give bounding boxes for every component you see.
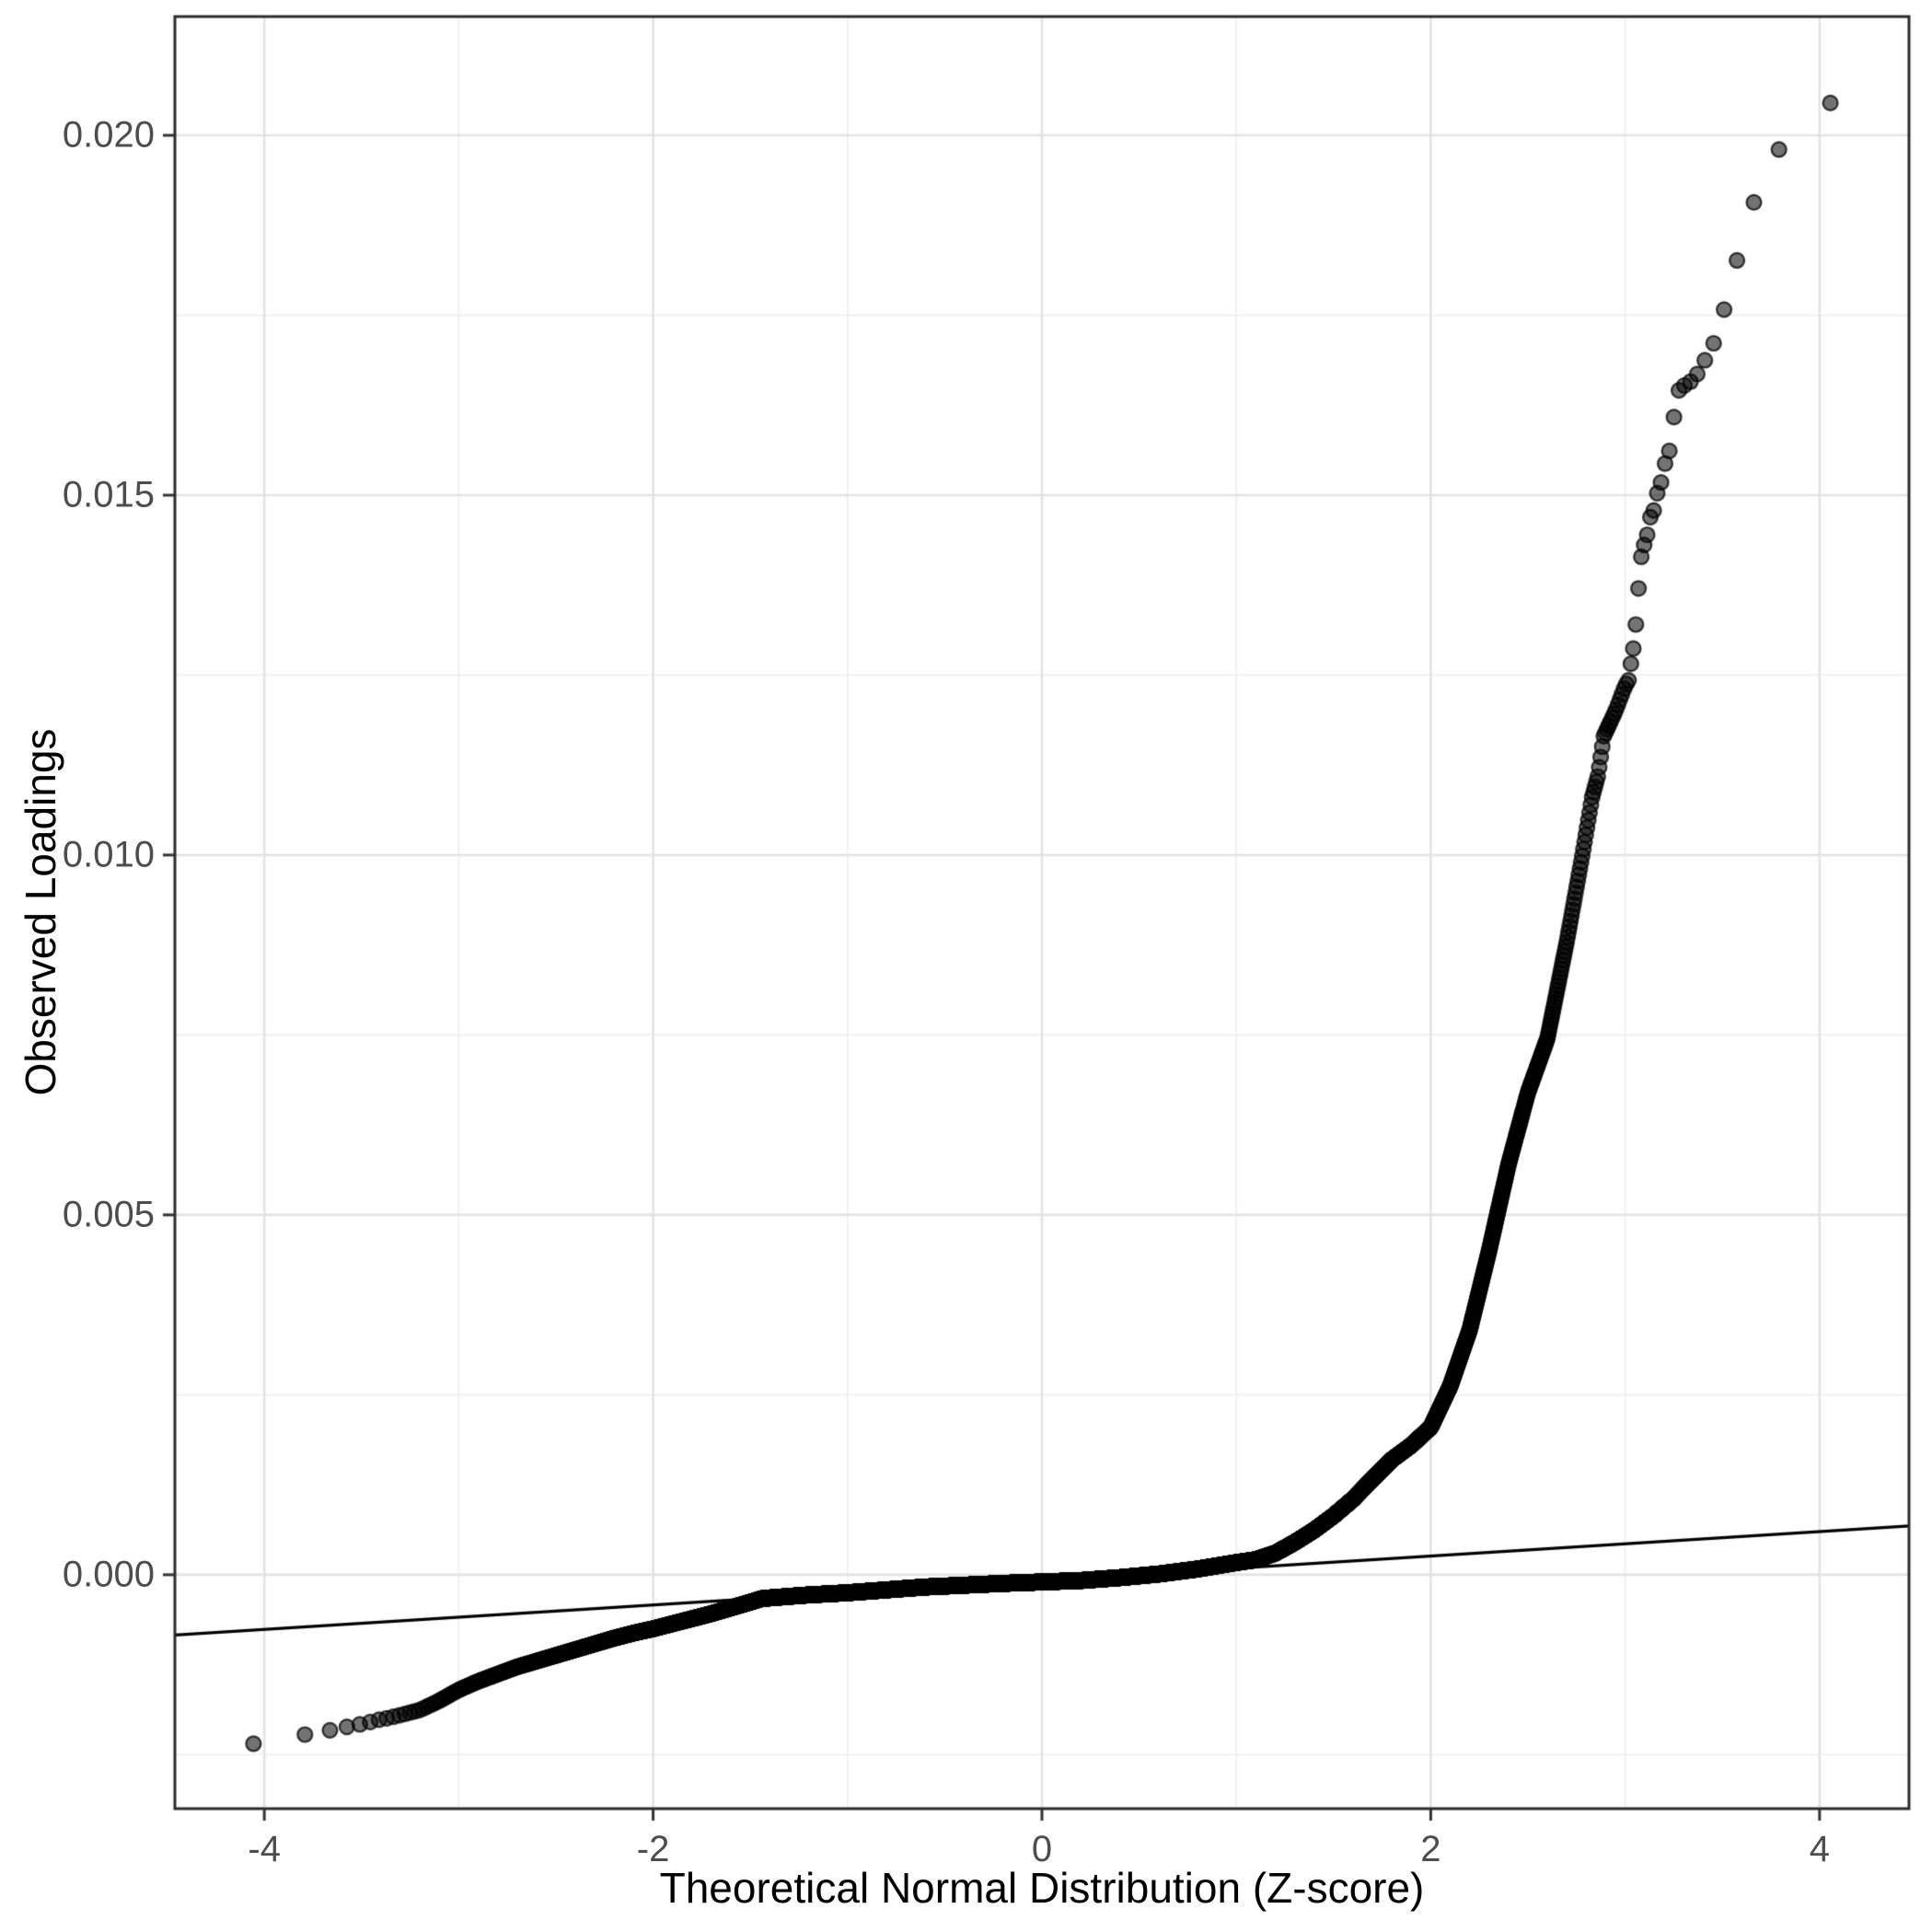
y-tick-label: 0.010 bbox=[62, 834, 155, 875]
y-axis-title: Observed Loadings bbox=[17, 728, 64, 1096]
y-tick-label: 0.005 bbox=[62, 1194, 155, 1235]
y-tick-label: 0.000 bbox=[62, 1554, 155, 1595]
y-tick-label: 0.015 bbox=[62, 474, 155, 515]
x-axis-title: Theoretical Normal Distribution (Z-score… bbox=[659, 1864, 1425, 1912]
y-tick-label: 0.020 bbox=[62, 114, 155, 156]
x-tick-label: -2 bbox=[636, 1829, 670, 1869]
x-tick-label: 4 bbox=[1809, 1829, 1830, 1869]
x-tick-label: 0 bbox=[1031, 1829, 1053, 1869]
x-tick-label: -4 bbox=[248, 1829, 281, 1869]
x-tick-label: 2 bbox=[1420, 1829, 1441, 1869]
